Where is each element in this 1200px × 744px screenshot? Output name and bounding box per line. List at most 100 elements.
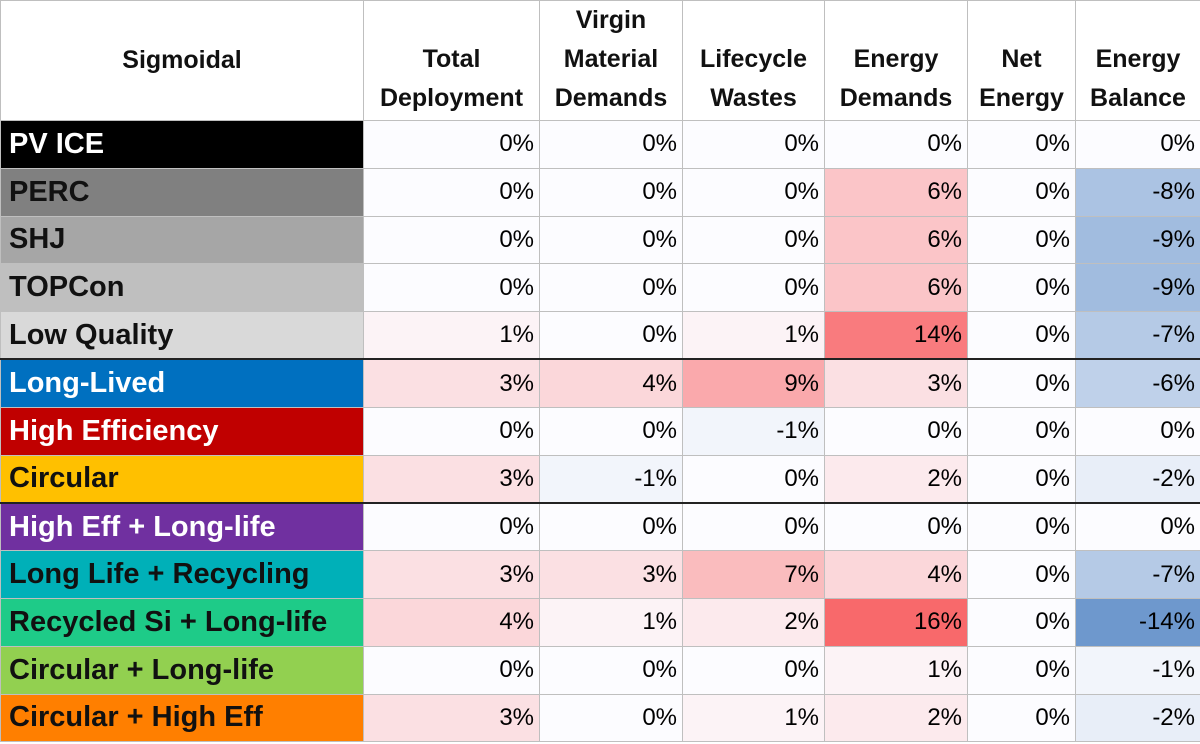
value-cell: 4% [539,358,683,408]
value-cell: 14% [824,311,968,360]
value-cell: 0% [363,263,540,313]
value-cell: 0% [967,501,1076,552]
value-cell: 0% [967,263,1076,313]
value-cell: 0% [824,501,968,552]
col-header-net-energy: Net Energy [967,0,1076,121]
value-cell: 0% [682,501,825,552]
value-cell: 0% [1075,406,1200,456]
value-cell: 0% [1075,501,1200,552]
col-header-energy-balance: Energy Balance [1075,0,1200,121]
table-row: PV ICE 0% 0% 0% 0% 0% 0% [0,120,1200,169]
value-cell: 4% [824,550,968,599]
corner-header: Sigmoidal [0,0,364,121]
table-row: Circular + Long-life 0% 0% 0% 1% 0% -1% [0,645,1200,695]
value-cell: 0% [682,645,825,695]
row-label: Circular + Long-life [0,645,364,695]
col-header-energy-demands: Energy Demands [824,0,968,121]
value-cell: 3% [824,358,968,408]
value-cell: 0% [539,120,683,169]
value-cell: -9% [1075,215,1200,265]
value-cell: 1% [824,645,968,695]
table-row: Long-Lived 3% 4% 9% 3% 0% -6% [0,358,1200,408]
value-cell: 0% [539,501,683,552]
value-cell: 0% [1075,120,1200,169]
col-header-line: Deployment [379,84,524,112]
table-body: PV ICE 0% 0% 0% 0% 0% 0% PERC 0% 0% 0% 6% 0% -8% SHJ 0%… [0,120,1200,743]
value-cell: -1% [1075,645,1200,695]
value-cell: 0% [539,645,683,695]
row-label: PERC [0,167,364,217]
value-cell: 0% [682,263,825,313]
value-cell: 0% [539,167,683,217]
row-label: High Efficiency [0,406,364,456]
col-header-line: Material [563,45,659,73]
value-cell: 3% [539,550,683,599]
value-cell: 0% [363,215,540,265]
value-cell: 0% [824,406,968,456]
value-cell: 1% [682,693,825,743]
table-row: TOPCon 0% 0% 0% 6% 0% -9% [0,263,1200,313]
col-header-line: Energy [979,84,1064,112]
row-label: PV ICE [0,120,364,169]
value-cell: -6% [1075,358,1200,408]
value-cell: 2% [824,693,968,743]
col-header-line: Demands [839,84,953,112]
value-cell: 6% [824,167,968,217]
value-cell: 9% [682,358,825,408]
col-header-line: Balance [1090,84,1186,112]
table-row: High Eff + Long-life 0% 0% 0% 0% 0% 0% [0,501,1200,552]
value-cell: 3% [363,550,540,599]
table-row: PERC 0% 0% 0% 6% 0% -8% [0,167,1200,217]
value-cell: 4% [363,597,540,647]
col-header-lifecycle-wastes: Lifecycle Wastes [682,0,825,121]
value-cell: 0% [682,215,825,265]
row-label: Long-Lived [0,358,364,408]
value-cell: -7% [1075,550,1200,599]
value-cell: 0% [967,120,1076,169]
value-cell: 0% [363,167,540,217]
value-cell: -2% [1075,454,1200,504]
col-header-line: Demands [554,84,668,112]
value-cell: 7% [682,550,825,599]
value-cell: 0% [967,215,1076,265]
value-cell: -14% [1075,597,1200,647]
value-cell: 1% [363,311,540,360]
col-header-line: Energy [1095,45,1181,73]
value-cell: -1% [682,406,825,456]
value-cell: 0% [363,406,540,456]
col-header-line: Energy [853,45,939,73]
col-header-total-deployment: Total Deployment [363,0,540,121]
row-label: High Eff + Long-life [0,501,364,552]
table-row: Circular + High Eff 3% 0% 1% 2% 0% -2% [0,693,1200,743]
value-cell: 1% [539,597,683,647]
value-cell: 0% [967,693,1076,743]
value-cell: 0% [682,120,825,169]
value-cell: 0% [363,120,540,169]
value-cell: 3% [363,358,540,408]
value-cell: 0% [363,501,540,552]
value-cell: 0% [967,167,1076,217]
value-cell: 1% [682,311,825,360]
col-header-line: Total [422,45,481,73]
value-cell: -8% [1075,167,1200,217]
value-cell: 0% [967,550,1076,599]
col-header-line: Lifecycle [699,45,807,73]
row-label: Circular [0,454,364,504]
value-cell: 0% [967,645,1076,695]
value-cell: 0% [363,645,540,695]
value-cell: 2% [824,454,968,504]
value-cell: -9% [1075,263,1200,313]
value-cell: 6% [824,263,968,313]
value-cell: 0% [967,358,1076,408]
value-cell: -1% [539,454,683,504]
value-cell: 0% [682,454,825,504]
col-header-line: Wastes [710,84,797,112]
value-cell: 0% [967,454,1076,504]
value-cell: 0% [539,693,683,743]
value-cell: 3% [363,693,540,743]
value-cell: 0% [539,311,683,360]
value-cell: 0% [539,406,683,456]
value-cell: 0% [539,263,683,313]
row-label: Circular + High Eff [0,693,364,743]
